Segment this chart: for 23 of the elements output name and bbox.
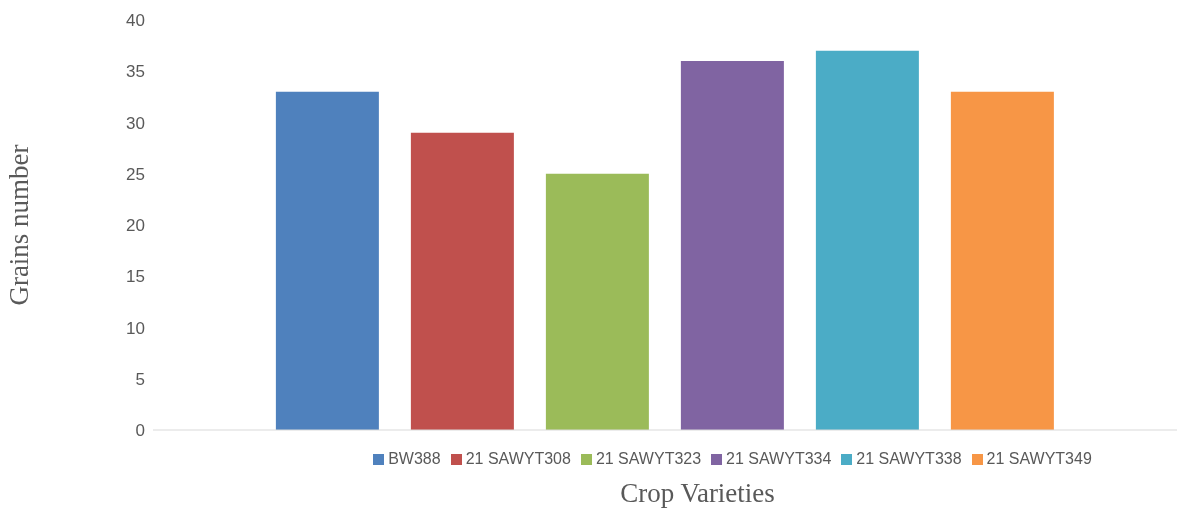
y-tick-label: 35 bbox=[126, 62, 145, 82]
y-tick-label: 30 bbox=[126, 113, 145, 133]
bar bbox=[815, 50, 919, 430]
bar bbox=[950, 91, 1054, 430]
y-tick-label: 20 bbox=[126, 216, 145, 236]
legend-label: 21 SAWYT349 bbox=[986, 450, 1092, 467]
y-tick-label: 25 bbox=[126, 164, 145, 184]
legend-label: 21 SAWYT323 bbox=[595, 450, 702, 467]
legend-label: 21 SAWYT338 bbox=[856, 450, 962, 467]
bar bbox=[410, 132, 514, 430]
legend-label: 21 SAWYT308 bbox=[465, 450, 571, 467]
y-tick-label: 15 bbox=[126, 267, 145, 287]
x-axis-title: Crop Varieties bbox=[619, 478, 776, 509]
y-tick-label: 40 bbox=[126, 11, 145, 31]
bar bbox=[275, 91, 379, 430]
y-tick-label: 5 bbox=[135, 369, 145, 389]
y-axis-title: Grains number bbox=[3, 144, 34, 306]
bar bbox=[545, 173, 649, 430]
y-tick-label: 0 bbox=[135, 421, 145, 441]
y-tick-label: 10 bbox=[126, 318, 145, 338]
bar bbox=[680, 61, 784, 430]
legend-label: BW388 bbox=[388, 450, 441, 467]
legend-label: 21 SAWYT334 bbox=[726, 450, 832, 467]
